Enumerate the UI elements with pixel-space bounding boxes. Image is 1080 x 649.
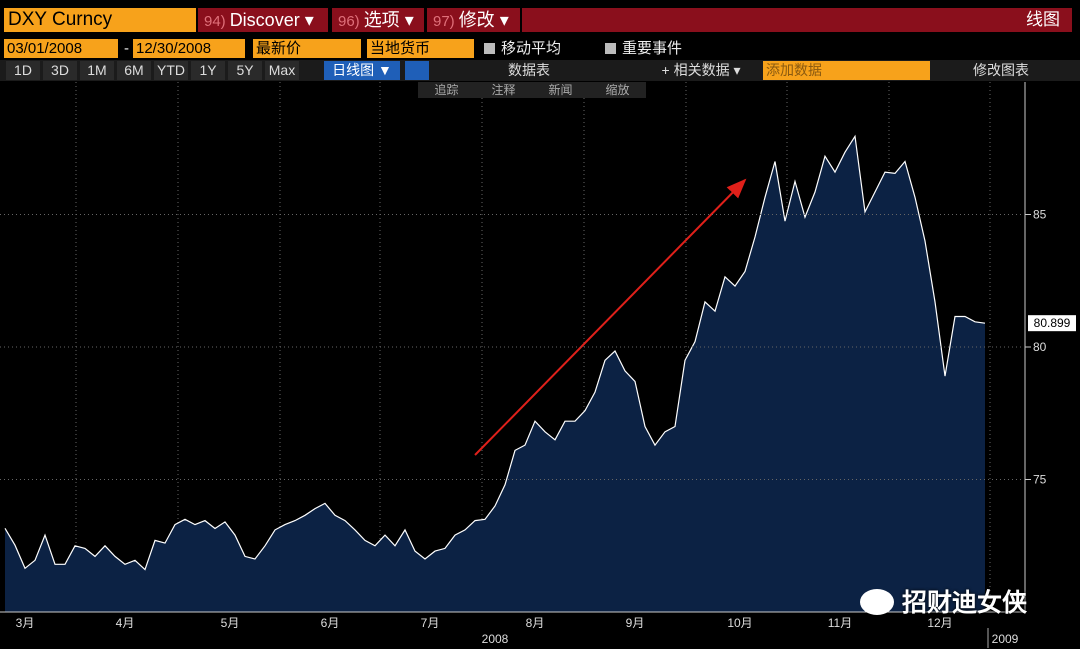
- checkbox[interactable]: [605, 43, 616, 54]
- last-value-box: [1028, 315, 1076, 332]
- price-field[interactable]: 最新价: [253, 39, 361, 58]
- checkbox[interactable]: [484, 43, 495, 54]
- area: [5, 136, 985, 613]
- range-button[interactable]: 1D: [6, 61, 40, 80]
- y-tick-label: 85: [1033, 208, 1047, 222]
- moving-average[interactable]: 移动平均: [484, 39, 561, 58]
- menu-label: 修改 ▾: [458, 10, 509, 30]
- range-button[interactable]: 1Y: [191, 61, 225, 80]
- x-tick-label: 10月: [727, 616, 752, 630]
- range-button[interactable]: Max: [265, 61, 299, 80]
- key-events[interactable]: 重要事件: [605, 39, 682, 58]
- related-data[interactable]: + 相关数据 ▾: [661, 62, 741, 78]
- currency[interactable]: 当地货币: [367, 39, 474, 58]
- chart: 75 80 85 3月 4月 5月 6月 7月 8月 9月 10月 11月 12月 2008 2009 80.…: [0, 82, 1076, 648]
- menu-num: 96): [338, 13, 360, 30]
- range-button[interactable]: 1M: [80, 61, 114, 80]
- watermark: 招财迪女侠: [860, 583, 1027, 619]
- menu-label: 选项 ▾: [363, 10, 414, 30]
- chart-style[interactable]: 日线图 ▼: [324, 61, 400, 80]
- menu-label: Discover ▾: [229, 10, 314, 30]
- x-tick-label: 5月: [221, 616, 240, 630]
- range-button[interactable]: 6M: [117, 61, 151, 80]
- tool[interactable]: 注释: [491, 83, 516, 97]
- x-tick-label: 8月: [526, 616, 545, 630]
- tool[interactable]: 新闻: [548, 83, 573, 97]
- x-tick-label: 4月: [116, 616, 135, 630]
- last-value-label: 80.899: [1034, 316, 1071, 330]
- year-label: 2009: [992, 632, 1019, 646]
- chart-tools: 追踪 注释 新闻 缩放: [418, 82, 646, 98]
- y-tick-label: 80: [1033, 340, 1047, 354]
- edit-menu[interactable]: 97) 修改 ▾: [427, 8, 520, 32]
- add-data[interactable]: 添加数据: [763, 61, 930, 80]
- x-tick-label: 3月: [16, 616, 35, 630]
- menu-num: 94): [204, 13, 226, 30]
- edit-chart[interactable]: 修改图表: [973, 62, 1029, 78]
- trend-arrow: [474, 178, 747, 456]
- menu-num: 97): [433, 13, 455, 30]
- security-field[interactable]: DXY Curncy: [4, 8, 196, 32]
- line-icon[interactable]: [405, 61, 429, 80]
- watermark-text: 招财迪女侠: [902, 589, 1028, 617]
- plot: [4, 134, 986, 613]
- tool[interactable]: 缩放: [605, 83, 630, 97]
- discover-menu[interactable]: 94) Discover ▾: [198, 8, 328, 32]
- x-tick-label: 7月: [421, 616, 440, 630]
- x-tick-label: 6月: [321, 616, 340, 630]
- line: [4, 134, 986, 571]
- view-title: 线图: [522, 8, 1072, 32]
- range-button[interactable]: YTD: [154, 61, 188, 80]
- checkbox-label: 移动平均: [501, 40, 562, 57]
- chart-toolbar: 日线图 ▼ 数据表 + 相关数据 ▾ 添加数据 修改图表 1D 3D 1M 6M YTD…: [0, 60, 1080, 81]
- date-sep: -: [124, 40, 129, 57]
- y-tick-label: 75: [1033, 473, 1047, 487]
- options-menu[interactable]: 96) 选项 ▾: [332, 8, 424, 32]
- range-button[interactable]: 5Y: [228, 61, 262, 80]
- x-tick-label: 12月: [927, 616, 952, 630]
- range-button[interactable]: 3D: [43, 61, 77, 80]
- x-tick-label: 9月: [626, 616, 645, 630]
- end-date[interactable]: 12/30/2008: [133, 39, 245, 58]
- data-table[interactable]: 数据表: [508, 62, 550, 78]
- x-tick-label: 11月: [828, 616, 852, 630]
- checkbox-label: 重要事件: [622, 40, 683, 57]
- title-bar: DXY Curncy 94) Discover ▾ 96) 选项 ▾ 97) 修改 ▾…: [0, 8, 1080, 34]
- start-date[interactable]: 03/01/2008: [4, 39, 118, 58]
- wechat-icon: [860, 589, 894, 615]
- tool[interactable]: 追踪: [434, 83, 459, 97]
- year-label: 2008: [482, 632, 509, 646]
